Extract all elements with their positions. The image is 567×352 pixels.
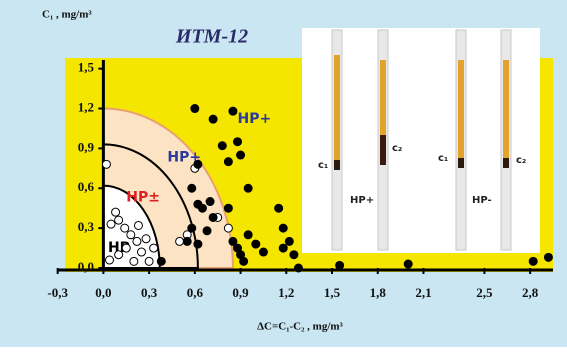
inset-label: HP+ [350,195,374,206]
data-point [252,240,260,248]
x-tick-label: 0,9 [232,285,249,300]
y-tick-label: 0,9 [78,139,95,154]
tube-fill [503,158,509,168]
data-point [137,248,145,256]
data-point [191,105,199,113]
y-tick-label: 1,2 [78,99,94,114]
data-point [121,224,129,232]
x-tick-label: 1,5 [324,285,341,300]
tube-fill [380,135,386,165]
data-point [224,204,232,212]
tube-fill [503,60,509,160]
y-tick-label: 0,6 [78,179,95,194]
data-point [244,184,252,192]
data-point [237,151,245,159]
data-point [275,204,283,212]
tube-fill [458,158,464,168]
x-tick-label: 1,2 [278,285,294,300]
y-tick-label: 0,3 [78,219,95,234]
data-point [115,251,123,259]
y-tick-label: 0,0 [78,259,94,274]
region-label: HP+ [238,111,272,127]
data-point [198,204,206,212]
tube-fill [334,160,340,170]
data-point [194,160,202,168]
region-label: HP± [126,190,160,206]
data-point [290,251,298,259]
data-point [107,220,115,228]
data-point [224,224,232,232]
x-tick-label: 1,8 [370,285,387,300]
data-point [127,231,135,239]
data-point [209,115,217,123]
x-tick-label: 0,0 [95,285,111,300]
data-point [194,240,202,248]
x-axis-label: ΔC=C₁-C₂ , mg/m³ [257,321,343,333]
data-point [150,244,158,252]
data-point [102,160,110,168]
x-tick-label: 2,1 [415,285,431,300]
data-point [188,184,196,192]
tube-fill [458,60,464,160]
inset-label: c₂ [392,143,402,154]
data-point [203,227,211,235]
y-tick-label: 1,5 [78,60,95,75]
data-point [544,253,552,261]
data-point [285,237,293,245]
data-point [134,221,142,229]
photo-inset: c₁ c₂ HP+ c₁ c₂ HP- [302,28,540,253]
y-axis-label: C₁ , mg/m³ [42,9,92,21]
x-tick-label: 2,8 [522,285,539,300]
data-point [229,107,237,115]
data-point [122,244,130,252]
data-point [279,224,287,232]
data-point [188,224,196,232]
data-point [105,256,113,264]
tube-fill [380,60,386,140]
inset-label: HP- [472,195,492,206]
x-tick-label: 0,6 [187,285,204,300]
data-point [115,216,123,224]
x-tick-label: -0,3 [47,285,68,300]
data-point [176,237,184,245]
data-point [183,237,191,245]
data-point [145,257,153,265]
data-point [279,244,287,252]
x-tick-label: 2,5 [476,285,493,300]
data-point [142,235,150,243]
data-point [112,208,120,216]
data-point [404,260,412,268]
data-point [259,248,267,256]
data-point [130,257,138,265]
data-point [133,237,141,245]
data-point [206,198,214,206]
data-point [244,231,252,239]
inset-label: c₁ [318,160,328,171]
data-point [336,261,344,269]
chart: HP+HP+HP±HP 0,00,30,60,91,21,5-0,30,00,3… [0,0,567,347]
data-point [218,142,226,150]
tube-fill [334,55,340,165]
data-point [294,264,302,272]
inset-label: c₂ [516,155,526,166]
data-point [529,257,537,265]
inset-label: c₁ [438,153,448,164]
data-point [209,213,217,221]
data-point [234,138,242,146]
data-point [240,257,248,265]
chart-title: ИТМ-12 [175,26,248,48]
x-tick-label: 0,3 [141,285,158,300]
data-point [224,158,232,166]
data-point [157,257,165,265]
